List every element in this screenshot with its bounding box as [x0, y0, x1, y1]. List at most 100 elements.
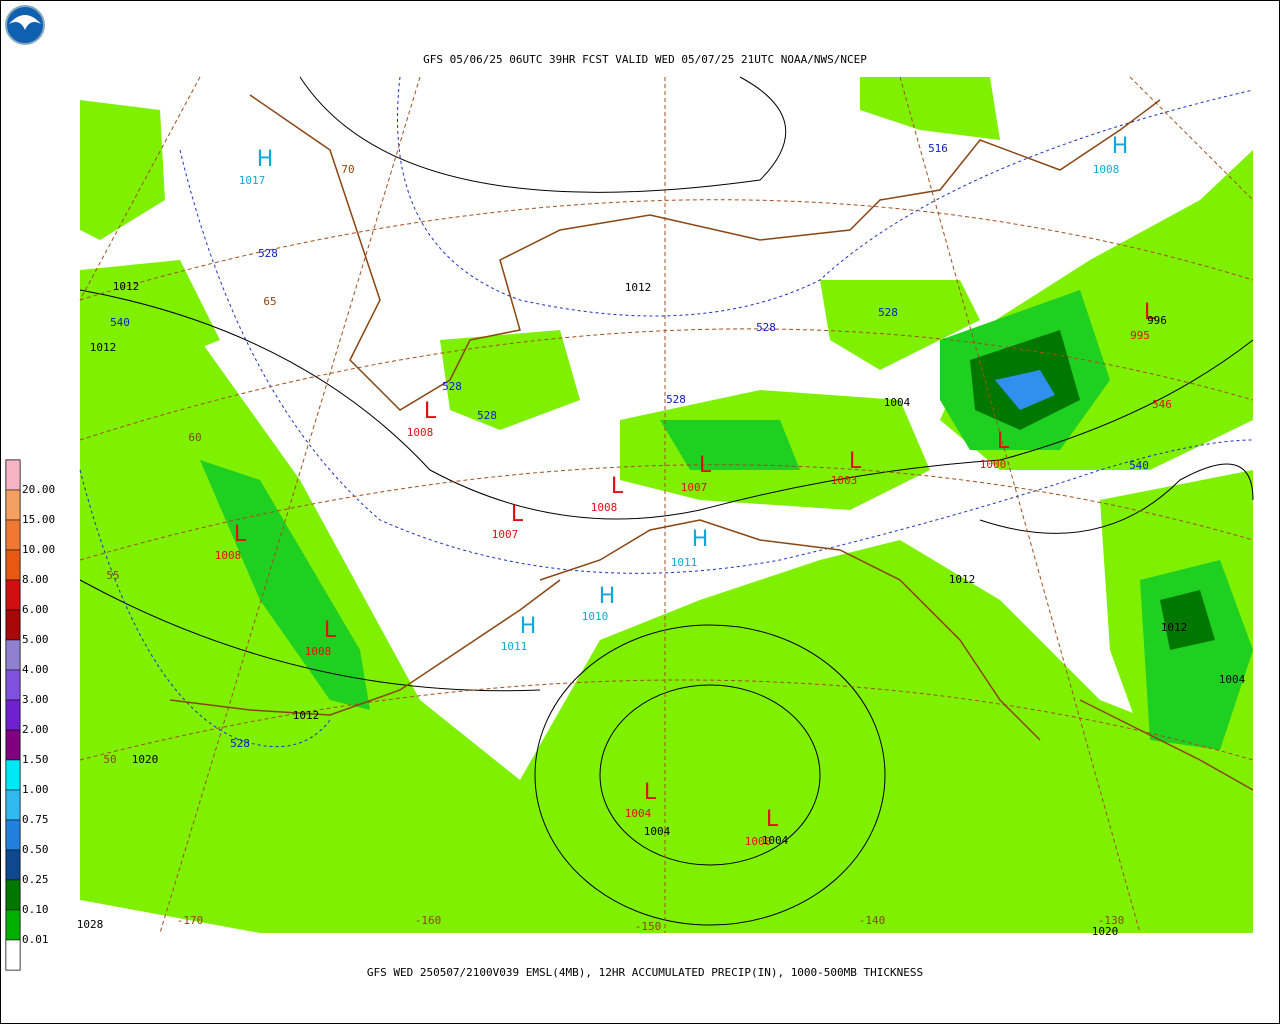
pressure-symbol: L [699, 453, 712, 478]
caption: GFS WED 250507/2100V039 EMSL(4MB), 12HR … [367, 966, 923, 979]
pressure-value: 1000 [980, 458, 1007, 471]
legend-label: 0.75 [22, 813, 49, 826]
graticule-label: -160 [415, 914, 442, 927]
legend-swatch [5, 879, 21, 911]
legend-label: 0.25 [22, 873, 49, 886]
coastlines [169, 94, 1254, 791]
isobar-label: 1004 [884, 396, 911, 409]
pressure-symbol: L [611, 474, 624, 499]
graticule-label: 70 [341, 163, 354, 176]
isobar-label: 1012 [113, 280, 140, 293]
pressure-symbol: L [324, 618, 337, 643]
thickness-label: 528 [258, 247, 278, 260]
legend-swatch [5, 549, 21, 581]
isobar-label: 1012 [1161, 621, 1188, 634]
legend-swatch [5, 939, 21, 971]
legend-label: 15.00 [22, 513, 55, 526]
legend-label: 20.00 [22, 483, 55, 496]
pressure-value: 1008 [305, 645, 332, 658]
thickness-label: 540 [110, 316, 130, 329]
graticule-label: -140 [859, 914, 886, 927]
legend-label: 6.00 [22, 603, 49, 616]
graticule-label: 60 [188, 431, 201, 444]
pressure-value: 1008 [215, 549, 242, 562]
legend: 20.00 15.00 10.00 8.00 6.00 5.00 4.00 3.00 2.00 1… [5, 459, 55, 971]
legend-swatch [5, 789, 21, 821]
legend-swatch [5, 699, 21, 731]
legend-swatch [5, 669, 21, 701]
legend-label: 1.00 [22, 783, 49, 796]
thickness-label: 540 [1129, 459, 1149, 472]
isobar-label: 1020 [132, 753, 159, 766]
legend-label: 10.00 [22, 543, 55, 556]
thickness-label: 546 [1152, 398, 1172, 411]
pressure-symbol: H [1112, 134, 1129, 159]
isobar-label: 1012 [90, 341, 117, 354]
legend-swatch [5, 609, 21, 641]
legend-swatch [5, 579, 21, 611]
legend-label: 4.00 [22, 663, 49, 676]
pressure-value: 1017 [239, 174, 266, 187]
legend-swatch [5, 909, 21, 941]
pressure-symbol: L [849, 449, 862, 474]
graticule-label: -130 [1098, 914, 1125, 927]
thickness-lines [79, 76, 1254, 748]
legend-swatch [5, 459, 21, 491]
legend-swatch [5, 849, 21, 881]
pressure-symbol: H [257, 147, 274, 172]
pressure-value: 1007 [681, 481, 708, 494]
thickness-label: 516 [928, 142, 948, 155]
legend-label: 5.00 [22, 633, 49, 646]
graticule-label: -170 [177, 914, 204, 927]
pressure-value: 1011 [671, 556, 698, 569]
pressure-symbol: H [692, 527, 709, 552]
graticule-label: 65 [263, 295, 276, 308]
graticule-label: 55 [106, 569, 119, 582]
pressure-value: 1003 [831, 474, 858, 487]
legend-label: 2.00 [22, 723, 49, 736]
pressure-symbol: H [599, 584, 616, 609]
graticule-label: 50 [103, 753, 116, 766]
legend-label: 3.00 [22, 693, 49, 706]
thickness-label: 528 [230, 737, 250, 750]
legend-swatch [5, 729, 21, 761]
legend-swatch [5, 519, 21, 551]
pressure-value: 1011 [501, 640, 528, 653]
pressure-value: 1004 [625, 807, 652, 820]
legend-swatch [5, 819, 21, 851]
pressure-symbol: L [997, 429, 1010, 454]
thickness-label: 528 [442, 380, 462, 393]
legend-label: 0.10 [22, 903, 49, 916]
isobar-label: 1012 [949, 573, 976, 586]
pressure-symbol: L [511, 502, 524, 527]
isobar-label: 1020 [1092, 925, 1119, 938]
noaa-logo [5, 5, 45, 45]
precip-blue [995, 370, 1055, 410]
legend-label: 0.50 [22, 843, 49, 856]
graticule-label: -150 [635, 920, 662, 933]
legend-label: 1.50 [22, 753, 49, 766]
pressure-symbol: H [520, 614, 537, 639]
graticule [79, 76, 1254, 934]
pressure-symbol: L [234, 522, 247, 547]
pressure-symbol: L [424, 399, 437, 424]
thickness-label: 528 [878, 306, 898, 319]
thickness-label: 528 [477, 409, 497, 422]
isobar-label: 1028 [77, 918, 104, 931]
title: GFS 05/06/25 06UTC 39HR FCST VALID WED 0… [423, 53, 867, 66]
legend-swatch [5, 489, 21, 521]
thickness-label: 528 [666, 393, 686, 406]
pressure-value: 1008 [407, 426, 434, 439]
legend-label: 0.01 [22, 933, 49, 946]
legend-label: 8.00 [22, 573, 49, 586]
pressure-symbol: L [644, 780, 657, 805]
pressure-value: 1007 [492, 528, 519, 541]
isobar-label: 1012 [625, 281, 652, 294]
isobar-label: 1012 [293, 709, 320, 722]
pressure-value: 1000 [745, 835, 772, 848]
isobar-label: 1004 [644, 825, 671, 838]
pressure-value: 1008 [591, 501, 618, 514]
pressure-value: 1008 [1093, 163, 1120, 176]
isobars [79, 76, 1254, 926]
